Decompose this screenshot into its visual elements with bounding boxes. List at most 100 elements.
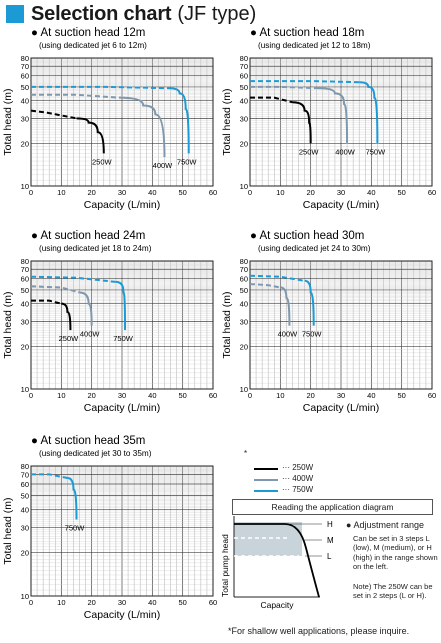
y-tick-label: 10 — [240, 182, 248, 191]
x-tick-label: 50 — [178, 391, 186, 400]
chart-panel: ● At suction head 35m (using dedicated je… — [2, 435, 217, 621]
series-line-400w — [280, 286, 291, 326]
x-tick-label: 50 — [397, 188, 405, 197]
x-tick-label: 30 — [118, 391, 126, 400]
y-tick-label: 80 — [240, 54, 248, 63]
x-tick-label: 0 — [248, 188, 252, 197]
chart-panel: ● At suction head 12m (using dedicated je… — [2, 27, 217, 211]
series-line-750w — [359, 81, 379, 144]
x-axis-label: Capacity (L/min) — [303, 199, 379, 211]
y-tick-label: 50 — [240, 83, 248, 92]
x-tick-label: 60 — [428, 391, 436, 400]
series-label-750w: 750W — [366, 147, 387, 156]
plot-frame — [30, 260, 214, 390]
y-tick-label: 20 — [240, 342, 248, 351]
x-tick-label: 10 — [276, 391, 284, 400]
footnote: *For shallow well applications, please i… — [228, 626, 410, 636]
series-line-400w — [118, 96, 166, 158]
y-axis-label: Total head (m) — [2, 88, 14, 155]
series-line-750w — [115, 280, 127, 331]
x-tick-label: 40 — [148, 188, 156, 197]
y-tick-label: 20 — [21, 139, 29, 148]
x-tick-label: 20 — [87, 391, 95, 400]
series-line-dashed-400w — [31, 93, 120, 99]
series-line-250w — [61, 302, 72, 331]
x-tick-label: 10 — [57, 598, 65, 607]
x-axis-label: Capacity (L/min) — [303, 402, 379, 414]
y-tick-label: 30 — [21, 523, 29, 532]
y-axis-label: Total head (m) — [2, 291, 14, 358]
series-label-750w: 750W — [113, 334, 134, 343]
x-tick-label: 30 — [337, 188, 345, 197]
x-tick-label: 10 — [276, 188, 284, 197]
series-line-750w — [67, 477, 78, 520]
x-axis-label: Capacity (L/min) — [84, 199, 160, 211]
y-axis-label: Total head (m) — [221, 88, 233, 155]
page-title: Selection chart — [31, 2, 172, 25]
y-tick-label: 30 — [21, 114, 29, 123]
plot-frame — [249, 57, 433, 187]
y-tick-label: 80 — [21, 462, 29, 471]
x-tick-label: 30 — [118, 188, 126, 197]
app-ylabel: Total pump head — [220, 534, 230, 597]
series-line-dashed-250w — [250, 96, 293, 104]
plot-frame — [30, 465, 214, 597]
y-tick-label: 80 — [21, 257, 29, 266]
page-header: Selection chart (JF type) — [6, 3, 256, 25]
series-label-750w: 750W — [302, 330, 323, 339]
series-line-250w — [76, 117, 105, 154]
x-tick-label: 0 — [29, 391, 33, 400]
y-tick-label: 60 — [240, 275, 248, 284]
y-tick-label: 60 — [21, 480, 29, 489]
series-line-dashed-750w — [249, 274, 305, 282]
y-tick-label: 60 — [21, 275, 29, 284]
legend-item-250w: ··· 250W — [244, 463, 434, 474]
app-curve-high — [234, 523, 320, 598]
chart-panel: ● At suction head 24m (using dedicated je… — [2, 230, 217, 414]
chart-subtitle: (using dedicated jet 30 to 35m) — [39, 449, 152, 458]
adjustment-text: Can be set in 3 steps L (low), M (medium… — [353, 533, 438, 572]
chart-subtitle: (using dedicated jet 24 to 30m) — [258, 244, 371, 253]
y-tick-label: 40 — [21, 300, 29, 309]
y-tick-label: 20 — [21, 342, 29, 351]
chart-subtitle: (using dedicated jet 6 to 12m) — [39, 41, 147, 50]
chart-title: ● At suction head 35m — [31, 435, 145, 447]
x-tick-label: 20 — [306, 188, 314, 197]
legend-line-750w — [254, 490, 278, 492]
y-tick-label: 70 — [240, 265, 248, 274]
series-label-400w: 400W — [335, 147, 356, 156]
series-line-dashed-400w — [30, 285, 80, 294]
x-tick-label: 60 — [209, 188, 217, 197]
x-tick-label: 60 — [209, 598, 217, 607]
legend-item: * — [244, 449, 434, 463]
series-line-dashed-750w — [31, 85, 168, 90]
y-tick-label: 10 — [21, 182, 29, 191]
legend-label-400w: ··· 400W — [282, 474, 314, 483]
legend-marker: * — [244, 449, 248, 458]
legend-label-750w: ··· 750W — [282, 485, 314, 494]
y-tick-label: 50 — [240, 286, 248, 295]
series-label-750w: 750W — [177, 157, 198, 166]
series-line-250w — [292, 101, 312, 144]
chart-panel: ● At suction head 30m (using dedicated je… — [221, 230, 436, 414]
y-tick-label: 70 — [240, 62, 248, 71]
x-tick-label: 60 — [209, 391, 217, 400]
y-tick-label: 30 — [21, 317, 29, 326]
level-m: M — [327, 536, 334, 545]
legend-label-250w: ··· 250W — [282, 463, 314, 472]
x-axis-label: Capacity (L/min) — [84, 609, 160, 621]
x-tick-label: 50 — [178, 188, 186, 197]
series-line-dashed-400w — [250, 85, 317, 90]
adjustment-heading: Adjustment range — [353, 520, 424, 530]
chart-title: ● At suction head 30m — [250, 230, 364, 242]
series-line-dashed-400w — [249, 283, 281, 289]
chart-subtitle: (using dedicated jet 12 to 18m) — [258, 41, 371, 50]
plot-frame — [30, 57, 214, 187]
series-line-750w — [304, 279, 315, 326]
y-tick-label: 10 — [21, 592, 29, 601]
y-tick-label: 60 — [21, 72, 29, 81]
level-l: L — [327, 552, 332, 561]
plot-frame — [249, 260, 433, 390]
